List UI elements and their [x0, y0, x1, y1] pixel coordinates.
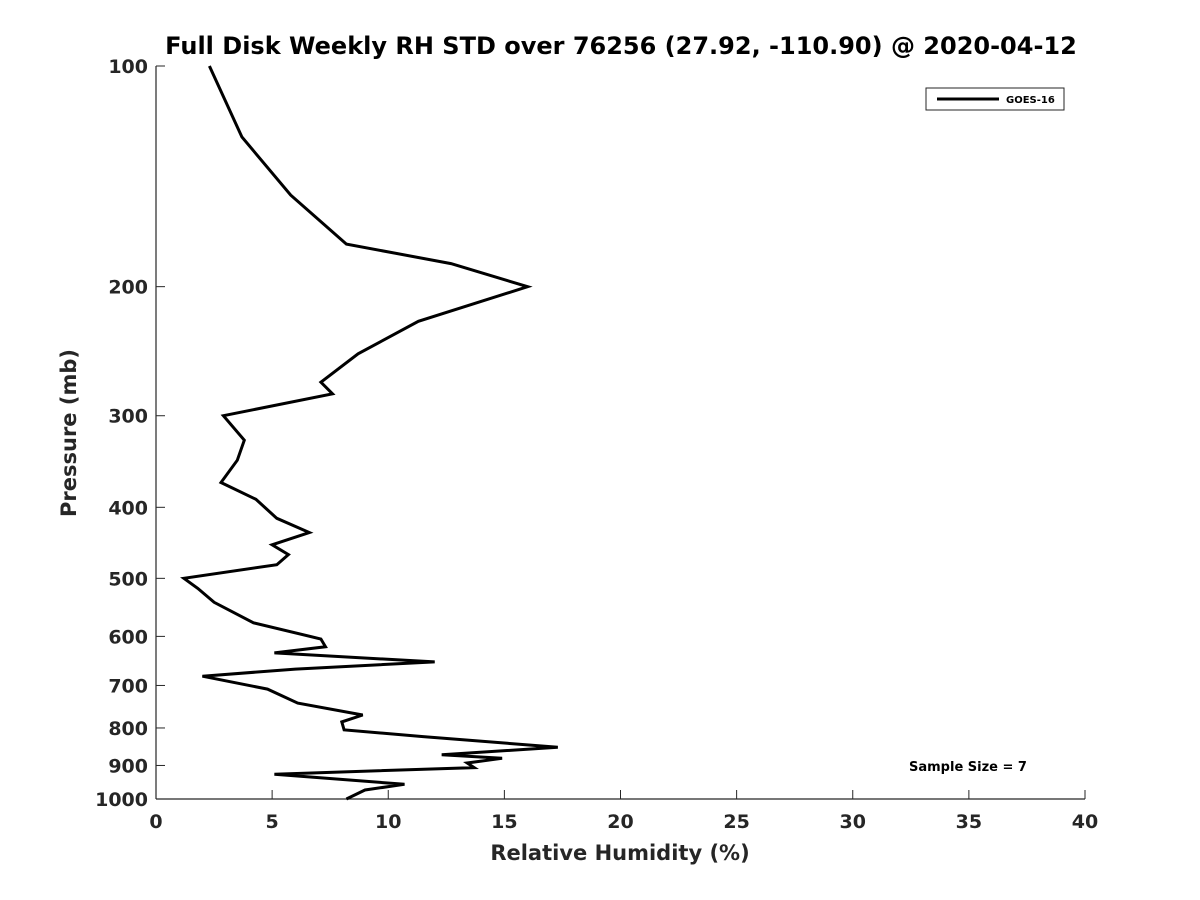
- x-tick-label: 35: [956, 811, 982, 833]
- x-tick-label: 5: [266, 811, 279, 833]
- axes: [155, 66, 1085, 800]
- series-line-goes-16: [180, 65, 558, 801]
- y-tick-label: 1000: [95, 789, 148, 811]
- legend-label: GOES-16: [1006, 95, 1055, 106]
- y-tick-label: 300: [108, 406, 148, 428]
- y-tick-label: 900: [108, 755, 148, 777]
- x-tick-label: 40: [1072, 811, 1098, 833]
- legend: GOES-16: [925, 87, 1065, 111]
- chart-title: Full Disk Weekly RH STD over 76256 (27.9…: [165, 32, 1077, 60]
- y-tick-label: 500: [108, 568, 148, 590]
- x-tick-label: 30: [840, 811, 866, 833]
- x-axis-label: Relative Humidity (%): [490, 841, 749, 865]
- y-tick-label: 600: [108, 626, 148, 648]
- y-tick-label: 200: [108, 277, 148, 299]
- y-ticks: 100 200 300 400 500 600 700 800 900 1000: [95, 56, 165, 811]
- y-tick-label: 100: [108, 56, 148, 78]
- x-ticks: 0 5 10 15 20 25 30 35 40: [149, 790, 1098, 833]
- x-tick-label: 0: [149, 811, 162, 833]
- x-tick-label: 15: [491, 811, 517, 833]
- y-tick-label: 700: [108, 675, 148, 697]
- x-tick-label: 25: [723, 811, 749, 833]
- y-tick-label: 400: [108, 497, 148, 519]
- x-tick-label: 20: [607, 811, 633, 833]
- x-tick-label: 10: [375, 811, 401, 833]
- y-tick-label: 800: [108, 718, 148, 740]
- sample-size-annotation: Sample Size = 7: [909, 760, 1027, 775]
- y-axis-label: Pressure (mb): [57, 349, 81, 517]
